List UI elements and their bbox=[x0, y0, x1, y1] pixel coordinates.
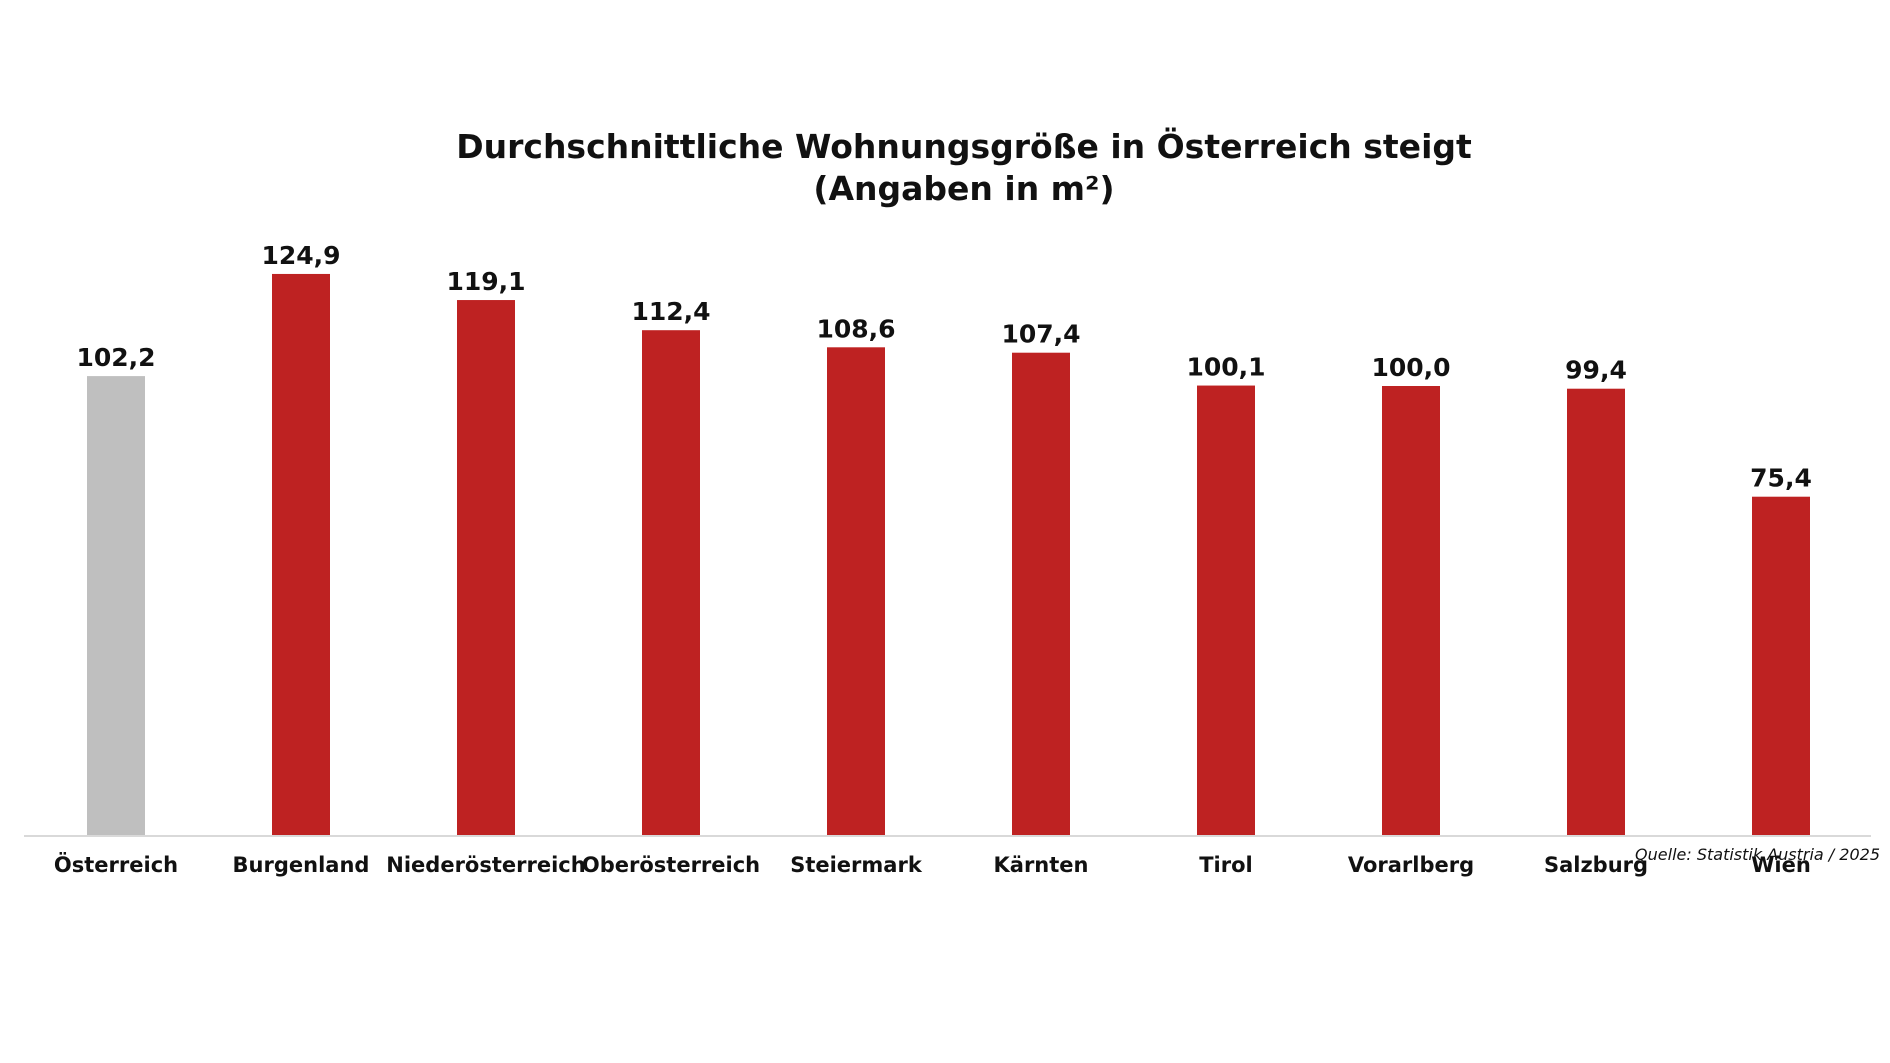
bar-1 bbox=[272, 273, 330, 836]
bar-0 bbox=[87, 376, 145, 836]
chart-title: Durchschnittliche Wohnungsgröße in Öster… bbox=[456, 126, 1472, 166]
bar-value-label: 100,1 bbox=[1186, 353, 1265, 382]
bar-5 bbox=[1012, 352, 1070, 836]
bar-value-label: 100,0 bbox=[1371, 353, 1450, 382]
bar-8 bbox=[1567, 388, 1625, 836]
category-label: Burgenland bbox=[233, 853, 370, 877]
bar-value-label: 99,4 bbox=[1565, 356, 1627, 385]
bar-6 bbox=[1197, 385, 1255, 836]
bar-2 bbox=[457, 300, 515, 836]
bar-value-label: 108,6 bbox=[816, 314, 895, 343]
bar-value-label: 119,1 bbox=[446, 267, 525, 296]
bars-group: 102,2 Österreich 124,9 Burgenland 119,1 Niede… bbox=[54, 241, 1812, 877]
bar-7 bbox=[1382, 386, 1440, 836]
bar-4 bbox=[827, 347, 885, 836]
category-label: Österreich bbox=[54, 852, 178, 877]
bar-value-label: 102,2 bbox=[76, 343, 155, 372]
category-label: Oberösterreich bbox=[582, 853, 760, 877]
bar-value-label: 107,4 bbox=[1001, 320, 1080, 349]
bar-value-label: 124,9 bbox=[261, 241, 340, 270]
chart-subtitle: (Angaben in m²) bbox=[813, 169, 1114, 208]
category-label: Vorarlberg bbox=[1348, 853, 1474, 877]
bar-3 bbox=[642, 330, 700, 836]
category-label: Niederösterreich bbox=[386, 853, 585, 877]
source-note: Quelle: Statistik Austria / 2025 bbox=[1635, 845, 1880, 864]
bar-value-label: 112,4 bbox=[631, 297, 710, 326]
category-label: Tirol bbox=[1199, 853, 1253, 877]
category-label: Steiermark bbox=[790, 853, 923, 877]
category-label: Salzburg bbox=[1544, 853, 1648, 877]
bar-9 bbox=[1752, 496, 1810, 836]
category-label: Kärnten bbox=[994, 853, 1089, 877]
bar-value-label: 75,4 bbox=[1750, 464, 1812, 493]
category-label: Wien bbox=[1751, 853, 1811, 877]
